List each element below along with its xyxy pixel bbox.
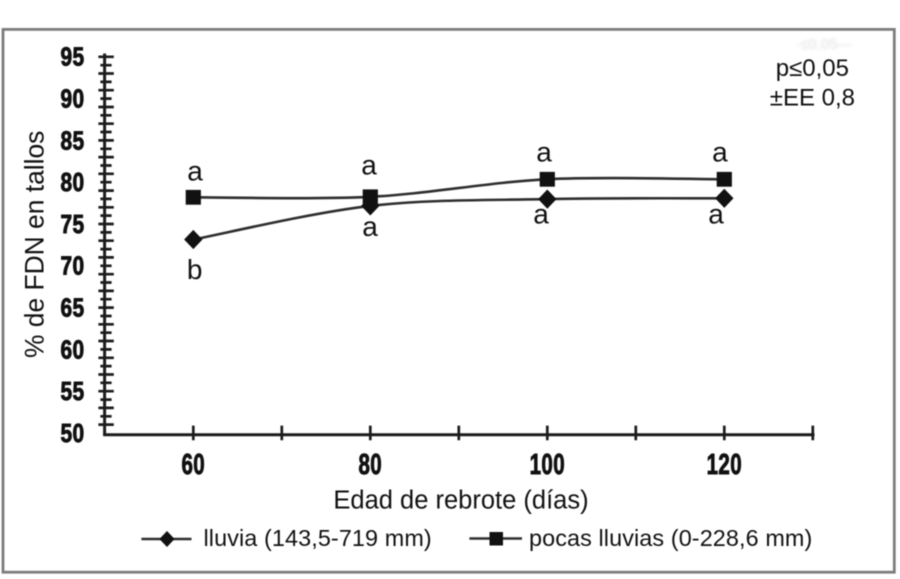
svg-text:60: 60: [60, 335, 84, 363]
svg-text:b: b: [187, 254, 203, 285]
svg-text:a: a: [533, 199, 549, 230]
svg-text:a: a: [708, 199, 724, 230]
svg-text:65: 65: [60, 294, 84, 322]
svg-text:±EE 0,8: ±EE 0,8: [770, 85, 855, 112]
svg-text:95: 95: [60, 43, 84, 71]
svg-text:60: 60: [182, 450, 206, 481]
svg-text:75: 75: [60, 210, 84, 238]
svg-text:Edad de rebrote (días): Edad de rebrote (días): [333, 487, 588, 515]
svg-text:100: 100: [530, 450, 565, 481]
svg-text:% de FDN en tallos: % de FDN en tallos: [20, 131, 50, 358]
svg-text:80: 80: [359, 450, 383, 481]
svg-text:·≤0,05—: ·≤0,05—: [795, 36, 852, 53]
svg-text:55: 55: [60, 377, 84, 405]
svg-text:a: a: [187, 156, 203, 187]
svg-text:80: 80: [60, 168, 84, 196]
svg-text:120: 120: [707, 450, 742, 481]
svg-text:a: a: [362, 211, 378, 242]
svg-text:70: 70: [60, 252, 84, 280]
svg-text:a: a: [536, 137, 552, 168]
svg-text:50: 50: [60, 419, 84, 447]
svg-text:p≤0,05: p≤0,05: [776, 55, 849, 82]
svg-text:lluvia (143,5-719 mm): lluvia (143,5-719 mm): [204, 525, 432, 551]
svg-text:90: 90: [60, 85, 84, 113]
svg-text:pocas lluvias (0-228,6 mm): pocas lluvias (0-228,6 mm): [529, 525, 812, 551]
svg-text:a: a: [712, 137, 728, 168]
svg-text:a: a: [361, 150, 377, 181]
svg-text:85: 85: [60, 126, 84, 154]
